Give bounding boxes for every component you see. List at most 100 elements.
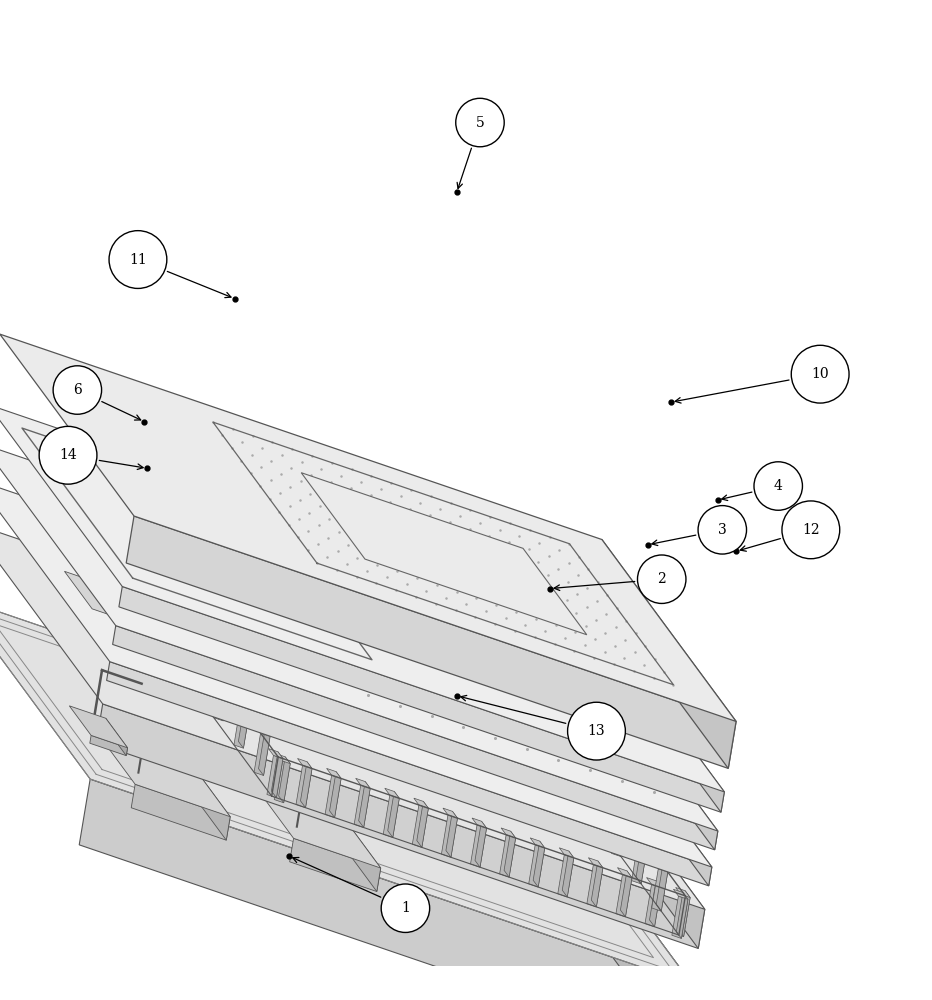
Polygon shape — [359, 782, 370, 828]
Polygon shape — [0, 597, 692, 984]
Polygon shape — [564, 727, 705, 948]
Circle shape — [791, 345, 849, 403]
Polygon shape — [300, 762, 312, 808]
Polygon shape — [215, 672, 230, 682]
Polygon shape — [388, 791, 399, 837]
Polygon shape — [530, 838, 544, 848]
Polygon shape — [175, 617, 189, 627]
Polygon shape — [119, 586, 724, 812]
Polygon shape — [442, 698, 458, 740]
Polygon shape — [442, 815, 458, 857]
Polygon shape — [530, 721, 545, 731]
Polygon shape — [158, 593, 170, 639]
Polygon shape — [472, 818, 487, 828]
Text: 3: 3 — [718, 523, 727, 537]
Polygon shape — [213, 615, 226, 661]
Polygon shape — [443, 808, 458, 818]
Polygon shape — [199, 648, 210, 694]
Polygon shape — [500, 718, 516, 760]
Polygon shape — [617, 868, 632, 878]
Polygon shape — [621, 871, 632, 917]
Polygon shape — [572, 753, 587, 763]
Polygon shape — [0, 405, 724, 792]
Polygon shape — [588, 858, 603, 868]
Polygon shape — [356, 778, 370, 788]
Polygon shape — [268, 749, 283, 759]
Polygon shape — [475, 821, 487, 867]
Polygon shape — [182, 602, 197, 612]
Polygon shape — [0, 480, 712, 867]
Polygon shape — [557, 855, 574, 897]
Polygon shape — [343, 823, 381, 892]
Polygon shape — [678, 891, 690, 937]
Polygon shape — [632, 842, 648, 884]
Polygon shape — [195, 644, 210, 654]
Polygon shape — [330, 654, 342, 700]
Polygon shape — [155, 602, 262, 667]
Polygon shape — [290, 838, 381, 892]
Polygon shape — [576, 756, 587, 802]
Polygon shape — [269, 631, 283, 641]
Polygon shape — [258, 730, 270, 775]
Polygon shape — [211, 611, 226, 622]
Polygon shape — [471, 825, 487, 867]
Polygon shape — [276, 754, 290, 764]
Polygon shape — [611, 814, 627, 857]
Polygon shape — [591, 861, 603, 907]
Polygon shape — [500, 835, 515, 877]
Polygon shape — [359, 664, 371, 710]
Polygon shape — [418, 684, 429, 730]
Polygon shape — [267, 638, 283, 681]
Polygon shape — [151, 598, 167, 641]
Polygon shape — [415, 681, 429, 691]
Polygon shape — [64, 571, 162, 633]
Polygon shape — [260, 793, 381, 868]
Polygon shape — [581, 649, 718, 850]
Polygon shape — [0, 444, 718, 831]
Polygon shape — [413, 688, 429, 730]
Polygon shape — [180, 608, 197, 651]
Polygon shape — [555, 729, 567, 775]
Circle shape — [568, 702, 625, 760]
Polygon shape — [255, 726, 270, 736]
Polygon shape — [672, 896, 688, 938]
Polygon shape — [562, 851, 574, 897]
Text: 11: 11 — [129, 253, 147, 267]
Polygon shape — [213, 679, 230, 721]
Text: 1: 1 — [401, 901, 410, 915]
Circle shape — [53, 366, 102, 414]
Polygon shape — [587, 610, 724, 812]
Text: 10: 10 — [812, 367, 829, 381]
Polygon shape — [385, 788, 399, 798]
Polygon shape — [155, 590, 170, 600]
Polygon shape — [559, 848, 574, 858]
Polygon shape — [501, 828, 515, 838]
Polygon shape — [89, 735, 128, 756]
Polygon shape — [650, 881, 661, 927]
Polygon shape — [267, 755, 283, 798]
Polygon shape — [194, 651, 210, 694]
Text: 5: 5 — [475, 116, 485, 130]
Polygon shape — [298, 641, 312, 651]
Polygon shape — [445, 811, 458, 857]
Polygon shape — [154, 597, 170, 639]
Polygon shape — [325, 658, 342, 700]
Polygon shape — [297, 758, 312, 769]
Polygon shape — [325, 775, 341, 818]
Polygon shape — [596, 783, 608, 829]
Polygon shape — [126, 516, 736, 768]
Circle shape — [39, 426, 97, 484]
Circle shape — [637, 555, 686, 603]
Polygon shape — [301, 644, 312, 690]
Polygon shape — [647, 878, 661, 888]
Polygon shape — [645, 884, 661, 927]
Text: 2: 2 — [657, 572, 666, 586]
Polygon shape — [384, 678, 400, 720]
Polygon shape — [593, 780, 608, 790]
Polygon shape — [330, 772, 341, 818]
Polygon shape — [296, 648, 312, 690]
Polygon shape — [574, 685, 712, 886]
Polygon shape — [178, 620, 189, 666]
Polygon shape — [193, 771, 230, 840]
Text: 13: 13 — [588, 724, 605, 738]
